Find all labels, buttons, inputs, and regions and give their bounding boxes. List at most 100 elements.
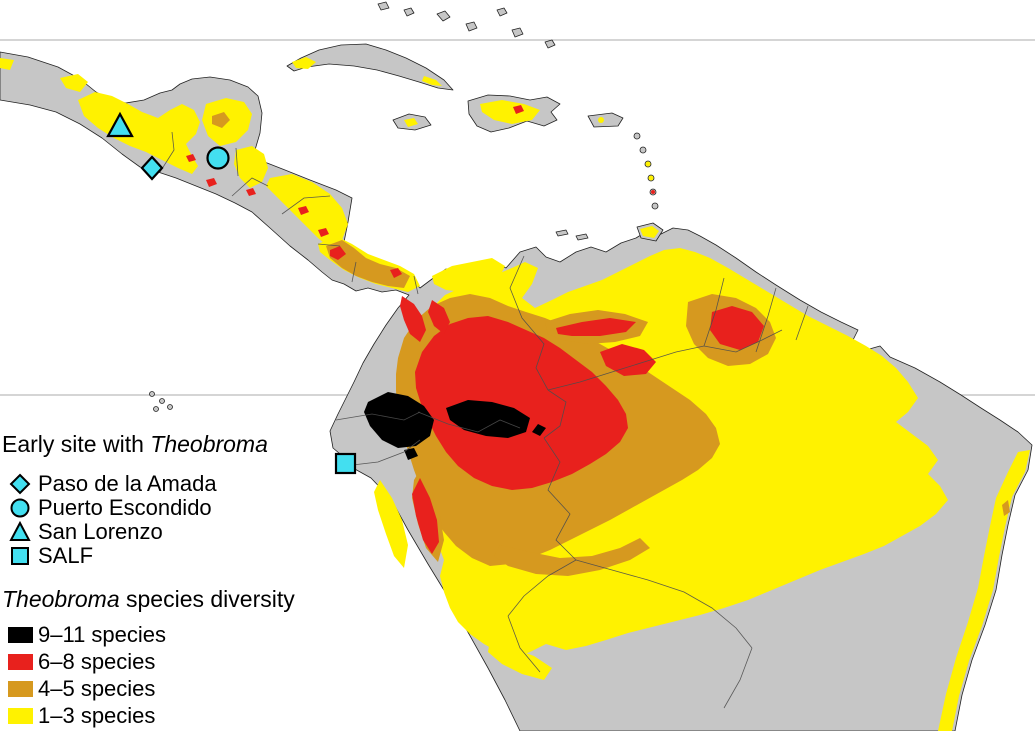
border-line bbox=[417, 411, 521, 433]
site-legend-title: Early site with Theobroma bbox=[2, 430, 268, 458]
border-line bbox=[723, 647, 753, 709]
legend-item-label: 6–8 species bbox=[38, 648, 156, 674]
diversity-patch bbox=[292, 57, 316, 69]
diversity-patch bbox=[480, 100, 540, 124]
map-marker-salf bbox=[334, 452, 357, 475]
site-legend-title-emphasis: Theobroma bbox=[150, 431, 268, 457]
island-galapagos bbox=[159, 398, 165, 404]
border-line bbox=[231, 177, 269, 197]
legend-item-label: SALF bbox=[38, 543, 94, 568]
legend-item-label: San Lorenzo bbox=[38, 519, 163, 544]
border-line bbox=[507, 559, 577, 617]
legend-item-paso-de-la-amada: Paso de la Amada bbox=[2, 471, 268, 496]
legend-item-puerto-escondido: Puerto Escondido bbox=[2, 495, 268, 520]
border-line bbox=[543, 389, 567, 439]
island-antilles bbox=[651, 202, 659, 210]
diversity-patch bbox=[212, 112, 230, 128]
diversity-patch bbox=[60, 74, 88, 92]
border-line bbox=[235, 147, 239, 177]
island-galapagos bbox=[153, 406, 159, 412]
swatch-6-8 bbox=[2, 653, 38, 670]
swatch-1-3 bbox=[2, 707, 38, 724]
site-legend-title-text: Early site with bbox=[2, 431, 151, 457]
diversity-patch bbox=[0, 58, 14, 70]
border-line bbox=[317, 243, 341, 247]
square-marker-icon bbox=[2, 544, 38, 568]
border-line bbox=[703, 277, 725, 347]
diversity-patch bbox=[404, 118, 418, 127]
diversity-patch bbox=[488, 640, 552, 680]
border-line bbox=[343, 439, 421, 467]
diversity-patch bbox=[938, 450, 1030, 731]
diversity-patch bbox=[415, 316, 628, 490]
color-swatch bbox=[7, 707, 33, 724]
diversity-patch bbox=[710, 306, 764, 350]
border-line bbox=[547, 329, 783, 391]
diversity-patch bbox=[364, 392, 434, 448]
border-line bbox=[413, 275, 419, 295]
diversity-patch bbox=[390, 268, 402, 278]
diversity-patch bbox=[432, 258, 505, 292]
map-marker-san-lorenzo bbox=[106, 111, 134, 138]
diversity-patch bbox=[446, 400, 530, 438]
diversity-legend-title: Theobroma species diversity bbox=[2, 585, 295, 613]
island-bahamas bbox=[377, 1, 556, 49]
diversity-patch bbox=[428, 300, 450, 334]
diversity-patch bbox=[600, 344, 656, 376]
diversity-patch bbox=[412, 478, 439, 554]
border-line bbox=[755, 287, 777, 353]
diversity-patch bbox=[513, 105, 524, 114]
diversity-patch bbox=[404, 448, 418, 460]
diversity-legend: Theobroma species diversity 9–11 species… bbox=[2, 585, 295, 729]
country-borders bbox=[159, 131, 809, 709]
swatch-4-5 bbox=[2, 680, 38, 697]
legend-item-9-11-species: 9–11 species bbox=[2, 621, 295, 648]
border-line bbox=[795, 305, 809, 341]
diversity-patch bbox=[598, 117, 604, 123]
diamond-marker-icon bbox=[2, 472, 38, 496]
border-line bbox=[543, 437, 577, 561]
border-line bbox=[335, 411, 421, 421]
legend-item-san-lorenzo: San Lorenzo bbox=[2, 519, 268, 544]
diversity-patch bbox=[298, 206, 329, 237]
island-antilles bbox=[633, 132, 641, 140]
island-puerto-rico bbox=[587, 112, 624, 128]
color-swatch bbox=[7, 680, 33, 697]
island-antilles bbox=[639, 146, 647, 154]
border-line bbox=[509, 255, 549, 391]
diversity-patch bbox=[326, 240, 410, 288]
border-line bbox=[575, 559, 753, 649]
diversity-patch bbox=[422, 76, 442, 86]
border-line bbox=[507, 615, 541, 673]
legend-item-4-5-species: 4–5 species bbox=[2, 675, 295, 702]
diversity-patch bbox=[556, 318, 636, 336]
island-galapagos bbox=[167, 404, 173, 410]
map-marker-paso-de-la-amada bbox=[140, 155, 164, 181]
diversity-legend-title-emphasis: Theobroma bbox=[2, 586, 120, 612]
legend-item-label: 9–11 species bbox=[38, 621, 167, 647]
island-cuba bbox=[286, 43, 454, 91]
diversity-patch bbox=[330, 246, 346, 260]
legend-item-label: 4–5 species bbox=[38, 675, 156, 701]
border-line bbox=[159, 131, 175, 173]
island-galapagos bbox=[149, 391, 155, 397]
legend-item-label: 1–3 species bbox=[38, 702, 156, 728]
diversity-patch bbox=[494, 538, 650, 576]
diversity-patch bbox=[186, 154, 256, 196]
circle-marker-icon bbox=[2, 496, 38, 520]
diversity-patch bbox=[645, 161, 651, 167]
legend-item-6-8-species: 6–8 species bbox=[2, 648, 295, 675]
diversity-layer-9-11-species bbox=[364, 392, 546, 460]
legend-item-1-3-species: 1–3 species bbox=[2, 702, 295, 729]
diversity-legend-title-text: species diversity bbox=[119, 586, 295, 612]
legend-item-salf: SALF bbox=[2, 543, 268, 568]
site-markers bbox=[106, 111, 357, 475]
diversity-patch bbox=[640, 226, 659, 238]
color-swatch bbox=[7, 653, 33, 670]
triangle-marker-icon bbox=[2, 520, 38, 544]
diversity-patch bbox=[78, 92, 200, 174]
diversity-layer-6-8-species bbox=[186, 105, 764, 554]
legend-item-label: Puerto Escondido bbox=[38, 495, 212, 520]
